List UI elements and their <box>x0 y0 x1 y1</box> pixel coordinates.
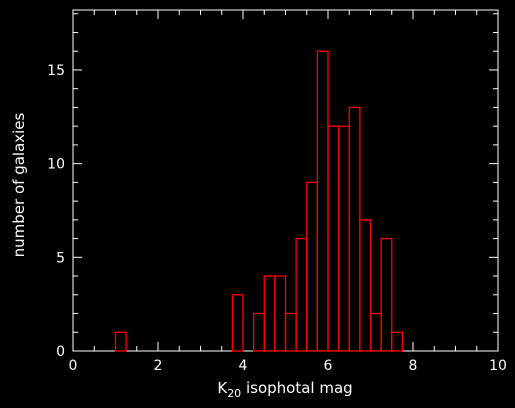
x-tick-labels: 0 2 4 6 8 10 <box>69 358 507 374</box>
histogram-bar <box>295 237 308 352</box>
y-tick-label: 10 <box>47 157 65 173</box>
x-tick-label: 4 <box>239 358 248 374</box>
x-axis-label: K20 isophotal mag <box>217 379 352 400</box>
histogram-bar <box>284 312 297 352</box>
histogram-bar <box>380 237 393 352</box>
x-tick-label: 0 <box>69 358 78 374</box>
x-tick-label: 8 <box>409 358 418 374</box>
histogram-bar <box>359 219 372 352</box>
y-tick-label: 15 <box>47 63 65 79</box>
y-tick-label: 5 <box>56 250 65 266</box>
histogram-bar <box>263 275 276 352</box>
histogram-bar <box>274 275 287 352</box>
y-axis-label: number of galaxies <box>10 112 28 257</box>
x-tick-label: 2 <box>154 358 163 374</box>
x-axis-label-subscript: 20 <box>227 387 241 400</box>
histogram-bar <box>327 125 340 352</box>
y-tick-label: 0 <box>56 344 65 360</box>
y-tick-labels: 0 5 10 15 <box>47 63 65 360</box>
x-tick-label: 10 <box>489 358 507 374</box>
histogram-bar <box>369 312 382 352</box>
histogram-bars <box>114 50 404 352</box>
histogram-bar <box>231 294 244 352</box>
histogram-bar <box>306 181 319 352</box>
histogram-bar <box>391 331 404 352</box>
histogram-bar <box>114 331 127 352</box>
histogram-bar <box>337 125 350 352</box>
x-tick-label: 6 <box>324 358 333 374</box>
histogram-bar <box>316 50 329 352</box>
histogram-bar <box>252 312 265 352</box>
histogram-bar <box>348 106 361 352</box>
axis-ticks <box>72 10 499 352</box>
